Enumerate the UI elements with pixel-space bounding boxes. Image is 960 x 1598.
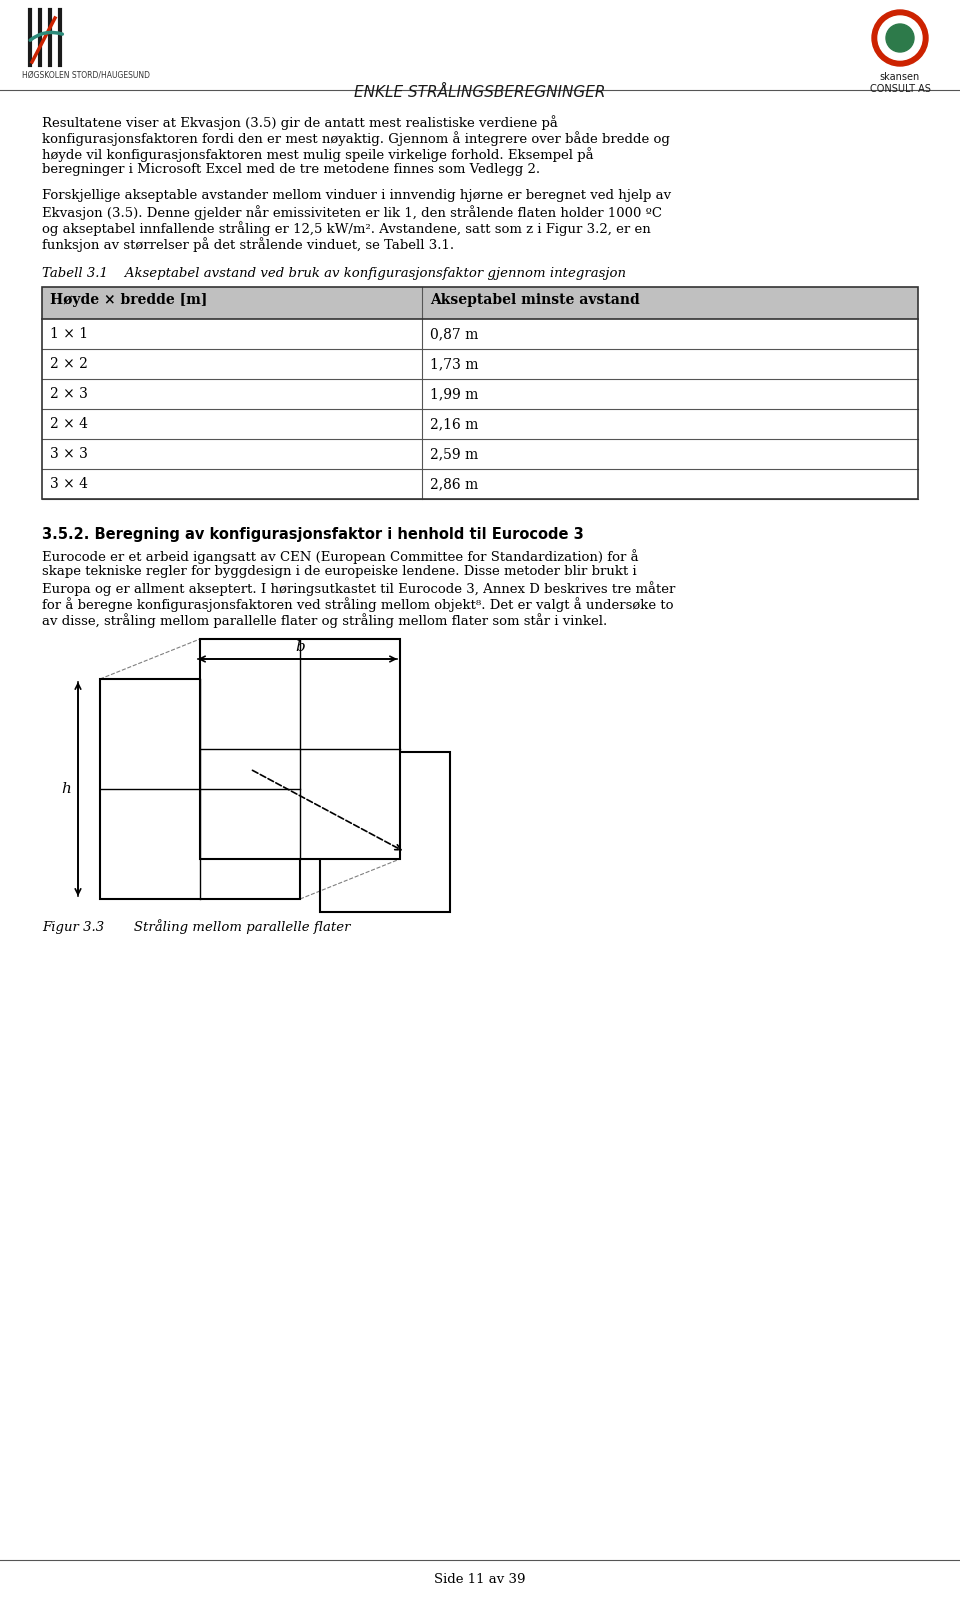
- Text: 2,59 m: 2,59 m: [430, 447, 478, 460]
- Bar: [42, 348, 918, 379]
- Text: Tabell 3.1    Akseptabel avstand ved bruk av konfigurasjonsfaktor gjennom integr: Tabell 3.1 Akseptabel avstand ved bruk a…: [42, 267, 626, 280]
- Text: b: b: [295, 641, 305, 654]
- Bar: [42, 379, 918, 409]
- Text: 3 × 3: 3 × 3: [50, 447, 88, 460]
- Polygon shape: [320, 753, 450, 912]
- Text: 1,73 m: 1,73 m: [430, 356, 478, 371]
- Text: beregninger i Microsoft Excel med de tre metodene finnes som Vedlegg 2.: beregninger i Microsoft Excel med de tre…: [42, 163, 540, 176]
- Text: 1 × 1: 1 × 1: [50, 328, 88, 340]
- Text: 2,86 m: 2,86 m: [430, 476, 478, 491]
- Circle shape: [878, 16, 922, 61]
- Text: og akseptabel innfallende stråling er 12,5 kW/m². Avstandene, satt som z i Figur: og akseptabel innfallende stråling er 12…: [42, 221, 651, 237]
- Text: Side 11 av 39: Side 11 av 39: [434, 1572, 526, 1585]
- Circle shape: [872, 10, 928, 66]
- Bar: [42, 409, 918, 439]
- Text: 2 × 3: 2 × 3: [50, 387, 88, 401]
- Text: 3.5.2. Beregning av konfigurasjonsfaktor i henhold til Eurocode 3: 3.5.2. Beregning av konfigurasjonsfaktor…: [42, 527, 584, 542]
- Text: skansen
CONSULT AS: skansen CONSULT AS: [870, 72, 930, 94]
- Text: 2,16 m: 2,16 m: [430, 417, 478, 431]
- Text: Høyde × bredde [m]: Høyde × bredde [m]: [50, 292, 207, 307]
- Polygon shape: [100, 679, 300, 900]
- Bar: [42, 320, 918, 348]
- Text: 3 × 4: 3 × 4: [50, 476, 88, 491]
- Polygon shape: [200, 639, 400, 860]
- Bar: [42, 288, 918, 320]
- Text: Ekvasjon (3.5). Denne gjelder når emissiviteten er lik 1, den strålende flaten h: Ekvasjon (3.5). Denne gjelder når emissi…: [42, 205, 662, 221]
- Text: h: h: [61, 781, 71, 796]
- Bar: [42, 468, 918, 499]
- Text: 2 × 4: 2 × 4: [50, 417, 88, 431]
- Text: Figur 3.3       Stråling mellom parallelle flater: Figur 3.3 Stråling mellom parallelle fla…: [42, 919, 350, 933]
- Text: høyde vil konfigurasjonsfaktoren mest mulig speile virkelige forhold. Eksempel p: høyde vil konfigurasjonsfaktoren mest mu…: [42, 147, 593, 161]
- Text: konfigurasjonsfaktoren fordi den er mest nøyaktig. Gjennom å integrere over både: konfigurasjonsfaktoren fordi den er mest…: [42, 131, 670, 145]
- Bar: [42, 439, 918, 468]
- Text: 1,99 m: 1,99 m: [430, 387, 478, 401]
- Text: for å beregne konfigurasjonsfaktoren ved stråling mellom objekt⁸. Det er valgt å: for å beregne konfigurasjonsfaktoren ved…: [42, 598, 674, 612]
- Text: Eurocode er et arbeid igangsatt av CEN (European Committee for Standardization) : Eurocode er et arbeid igangsatt av CEN (…: [42, 550, 638, 564]
- Bar: [42, 288, 918, 499]
- Circle shape: [886, 24, 914, 53]
- Text: skape tekniske regler for byggdesign i de europeiske lendene. Disse metoder blir: skape tekniske regler for byggdesign i d…: [42, 566, 636, 578]
- Text: ENKLE STRÅLINGSBEREGNINGER: ENKLE STRÅLINGSBEREGNINGER: [354, 85, 606, 101]
- Text: 2 × 2: 2 × 2: [50, 356, 88, 371]
- Text: Resultatene viser at Ekvasjon (3.5) gir de antatt mest realistiske verdiene på: Resultatene viser at Ekvasjon (3.5) gir …: [42, 115, 558, 129]
- Text: HØGSKOLEN STORD/HAUGESUND: HØGSKOLEN STORD/HAUGESUND: [22, 70, 150, 80]
- Text: av disse, stråling mellom parallelle flater og stråling mellom flater som står i: av disse, stråling mellom parallelle fla…: [42, 614, 608, 628]
- Text: 0,87 m: 0,87 m: [430, 328, 478, 340]
- Text: Europa og er allment akseptert. I høringsutkastet til Eurocode 3, Annex D beskri: Europa og er allment akseptert. I høring…: [42, 582, 676, 596]
- Text: Akseptabel minste avstand: Akseptabel minste avstand: [430, 292, 639, 307]
- Text: Forskjellige akseptable avstander mellom vinduer i innvendig hjørne er beregnet : Forskjellige akseptable avstander mellom…: [42, 189, 671, 201]
- Text: funksjon av størrelser på det strålende vinduet, se Tabell 3.1.: funksjon av størrelser på det strålende …: [42, 237, 454, 252]
